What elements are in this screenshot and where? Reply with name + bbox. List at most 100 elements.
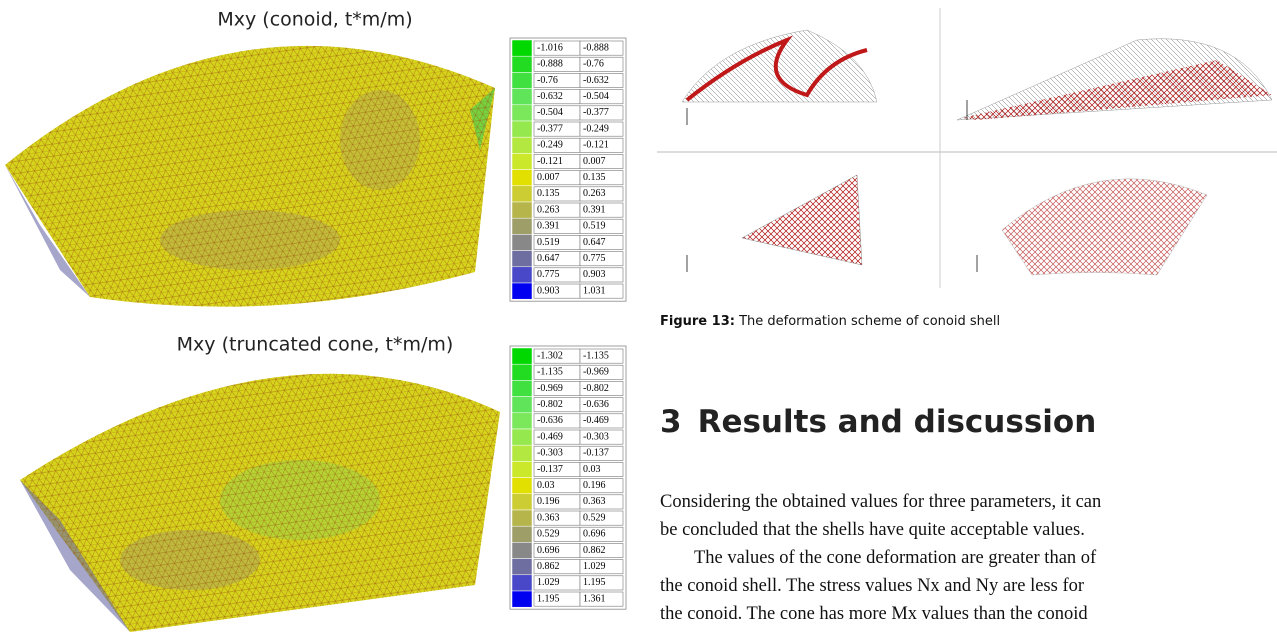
legend-to: 1.029 <box>583 561 606 572</box>
figure-caption: Figure 13: The deformation scheme of con… <box>660 314 1000 329</box>
legend-swatch <box>511 282 533 300</box>
legend-to: 0.862 <box>583 545 606 556</box>
legend-swatch <box>511 250 533 268</box>
legend-from: -0.636 <box>537 415 563 426</box>
legend-to: 0.519 <box>583 221 606 232</box>
legend-swatch <box>511 88 533 106</box>
legend-from: 0.007 <box>537 172 560 183</box>
section-title: Results and discussion <box>697 404 1097 440</box>
legend-from: -1.016 <box>537 42 563 53</box>
legend-cell <box>579 526 624 542</box>
legend-swatch <box>511 266 533 284</box>
legend-to: 0.135 <box>583 172 606 183</box>
legend-to: -0.632 <box>583 75 609 86</box>
legend-from: 0.647 <box>537 253 560 264</box>
legend-swatch <box>511 574 533 592</box>
legend-to: -0.249 <box>583 123 609 134</box>
legend-cell <box>579 56 624 72</box>
paragraph: Considering the obtained values for thre… <box>660 488 1277 544</box>
legend-to: -0.303 <box>583 431 609 442</box>
legend-from: 1.195 <box>537 593 560 604</box>
legend-from: -0.121 <box>537 156 563 167</box>
legend-to: 0.775 <box>583 253 606 264</box>
legend-cell <box>579 478 624 494</box>
legend-cell <box>579 235 624 250</box>
legend-swatch <box>511 104 533 122</box>
legend-to: 0.263 <box>583 188 606 199</box>
legend-swatch <box>511 509 533 527</box>
text-line: the conoid. The cone has more Mx values … <box>660 604 1088 624</box>
legend-swatch <box>511 120 533 138</box>
panel-title: Mxy (conoid, t*m/m) <box>217 9 412 31</box>
legend-cell <box>579 397 624 413</box>
legend-cell <box>579 575 624 591</box>
legend-cell <box>579 494 624 510</box>
legend-swatch <box>511 412 533 430</box>
legend-to: -0.137 <box>583 448 609 459</box>
legend-swatch <box>511 542 533 559</box>
legend-swatch <box>511 217 533 235</box>
legend-to: -0.888 <box>583 42 609 53</box>
section-heading: 3 Results and discussion <box>660 404 1096 440</box>
mesh-conoid <box>5 45 495 307</box>
legend-to: -0.969 <box>583 367 609 378</box>
caption-label: Figure 13: <box>660 314 735 329</box>
panel-title: Mxy (truncated cone, t*m/m) <box>177 334 454 356</box>
legend-from: 0.696 <box>537 545 560 556</box>
deformation-figure <box>657 8 1277 288</box>
legend-swatch <box>511 39 533 57</box>
legend-from: -0.303 <box>537 448 563 459</box>
legend-swatch <box>511 428 533 446</box>
legend-swatch <box>511 396 533 414</box>
section-number: 3 <box>660 404 682 440</box>
legend-swatch <box>511 185 533 203</box>
legend-swatch <box>511 363 533 381</box>
legend-from: -1.135 <box>537 367 563 378</box>
legend-cell <box>579 73 624 88</box>
legend-cell <box>579 121 624 137</box>
legend-to: -0.802 <box>583 383 609 394</box>
legend-to: 0.391 <box>583 204 606 215</box>
legend-cell <box>579 105 624 121</box>
legend-from: -0.802 <box>537 399 563 410</box>
legend-cell <box>579 462 624 477</box>
legend-to: -0.504 <box>583 91 609 102</box>
legend-frame <box>509 345 627 610</box>
text-line: The values of the cone deformation are g… <box>694 548 1097 568</box>
legend-to: 0.696 <box>583 529 606 540</box>
legend-from: 0.03 <box>537 480 555 491</box>
legend-swatch <box>511 558 533 576</box>
legend-to: -0.469 <box>583 415 609 426</box>
legend-swatch <box>511 493 533 511</box>
legend-swatch <box>511 169 533 187</box>
legend-from: -0.249 <box>537 140 563 151</box>
legend-to: 0.03 <box>583 464 601 475</box>
caption-text: The deformation scheme of conoid shell <box>739 314 1001 329</box>
legend-swatch <box>511 201 533 219</box>
legend-cell <box>579 381 624 396</box>
legend-cell <box>579 510 624 526</box>
text-line: the conoid shell. The stress values Nx a… <box>660 576 1085 596</box>
legend-to: -0.636 <box>583 399 609 410</box>
legend-from: 0.862 <box>537 561 560 572</box>
legend-from: -0.632 <box>537 91 563 102</box>
paragraph: The values of the cone deformation are g… <box>660 544 1277 628</box>
legend-cell <box>579 89 624 105</box>
legend-swatch <box>511 153 533 170</box>
legend-from: 0.135 <box>537 188 560 199</box>
legend-to: 0.007 <box>583 156 606 167</box>
legend-from: 0.519 <box>537 237 560 248</box>
legend-from: -0.504 <box>537 107 563 118</box>
legend-from: -0.137 <box>537 464 563 475</box>
legend-to: -0.76 <box>583 59 604 70</box>
legend-swatch <box>511 72 533 89</box>
legend-swatch <box>511 461 533 478</box>
legend-swatch <box>511 590 533 608</box>
legend-to: -1.135 <box>583 350 609 361</box>
legend-cell <box>579 283 624 299</box>
legend-cell <box>579 413 624 429</box>
legend-from: 0.391 <box>537 221 560 232</box>
legend-cell <box>579 543 624 558</box>
legend-from: 0.775 <box>537 269 560 280</box>
